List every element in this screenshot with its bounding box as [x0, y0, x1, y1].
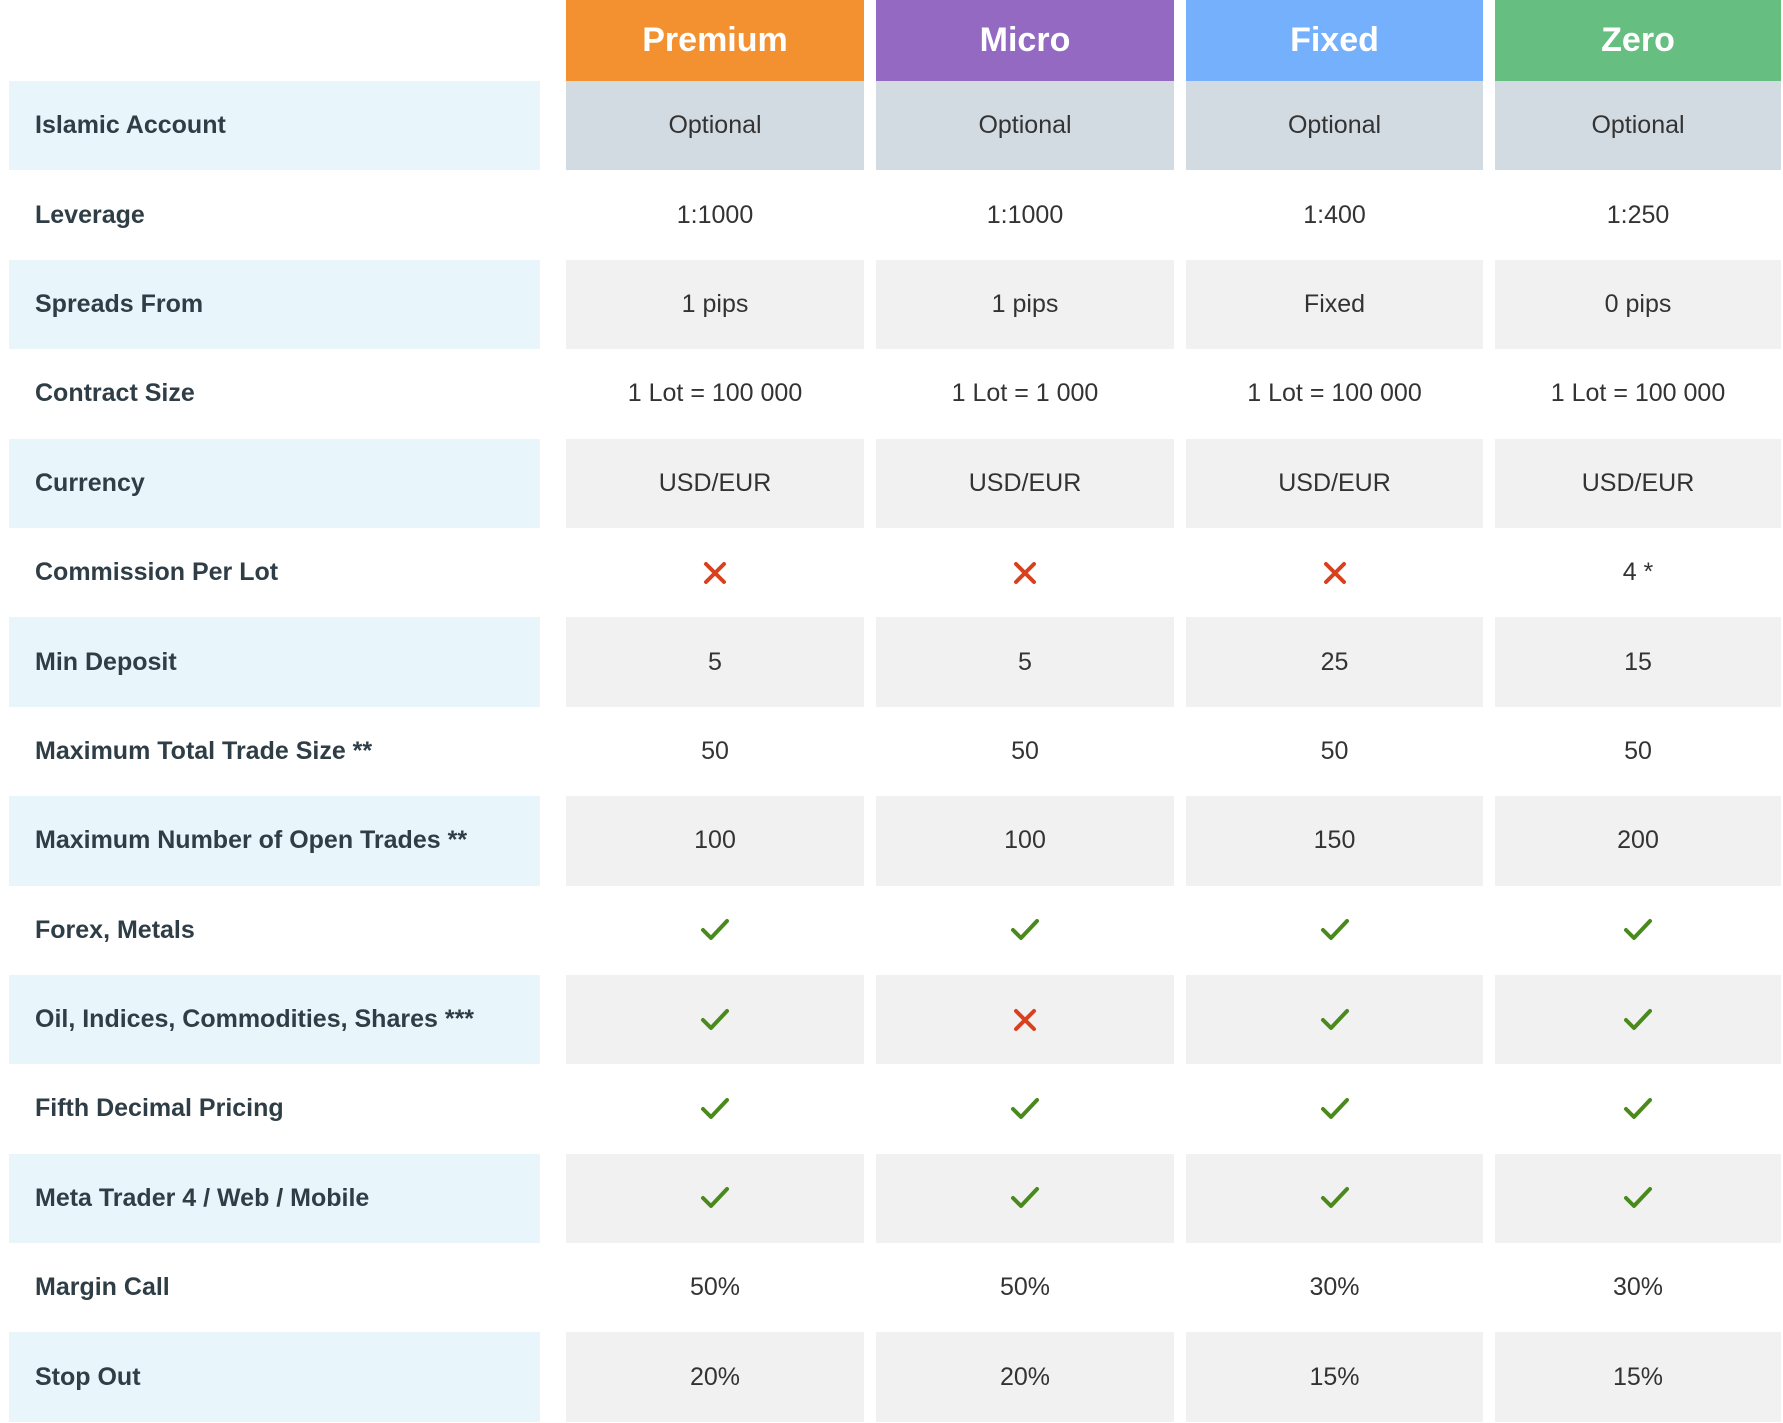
- value-cell: Optional: [566, 81, 864, 171]
- check-icon: [1186, 974, 1483, 1065]
- corner: [9, 0, 554, 81]
- check-icon: [876, 1064, 1174, 1153]
- value-cell: Fixed: [1186, 259, 1483, 350]
- row-label-cell: Forex, Metals: [9, 886, 554, 975]
- row-label: Contract Size: [35, 379, 195, 408]
- value-cell: Optional: [876, 81, 1174, 171]
- row-label-cell: Leverage: [9, 170, 554, 259]
- value-cell: USD/EUR: [1495, 438, 1781, 528]
- check-icon: [566, 886, 864, 975]
- check-icon: [1495, 1064, 1781, 1153]
- check-icon: [1495, 1153, 1781, 1244]
- row-label-cell: Contract Size: [9, 349, 554, 438]
- value-cell: 50: [1624, 736, 1652, 765]
- value-cell: 20%: [876, 1332, 1174, 1422]
- check-icon: [1495, 974, 1781, 1065]
- value-cell: 1:400: [1303, 200, 1366, 229]
- check-icon: [876, 886, 1174, 975]
- value-cell: 1:1000: [986, 200, 1064, 229]
- row-label-cell: Margin Call: [9, 1243, 554, 1332]
- row-label: Min Deposit: [9, 617, 540, 707]
- row-label: Oil, Indices, Commodities, Shares ***: [9, 974, 540, 1065]
- value-cell: 1 Lot = 100 000: [1550, 379, 1726, 408]
- row-label: Commission Per Lot: [35, 558, 279, 587]
- value-cell: 15: [1495, 617, 1781, 707]
- value-cell: 30%: [1612, 1273, 1664, 1302]
- row-label-cell: Fifth Decimal Pricing: [9, 1064, 554, 1153]
- value-cell: 100: [876, 796, 1174, 886]
- cross-icon: [566, 528, 864, 617]
- value-cell: 15%: [1186, 1332, 1483, 1422]
- row-label: Maximum Number of Open Trades **: [9, 796, 540, 886]
- value-cell: 30%: [1309, 1273, 1360, 1302]
- row-label-cell: Currency: [9, 438, 554, 528]
- check-icon: [1495, 886, 1781, 975]
- check-icon: [566, 1153, 864, 1244]
- row-label: Meta Trader 4 / Web / Mobile: [9, 1153, 540, 1244]
- row-label: Maximum Total Trade Size **: [35, 736, 373, 765]
- value-cell: 25: [1186, 617, 1483, 707]
- value-cell: Optional: [1186, 81, 1483, 171]
- plan-header: Fixed: [1186, 0, 1483, 81]
- value-cell: 1 pips: [566, 259, 864, 350]
- row-label-cell: Spreads From: [9, 259, 554, 350]
- row-label-cell: Islamic Account: [9, 81, 554, 171]
- value-cell: 1:1000: [676, 200, 754, 229]
- row-label-cell: Maximum Total Trade Size **: [9, 707, 554, 796]
- value-cell: 20%: [566, 1332, 864, 1422]
- value-cell: 1:250: [1606, 200, 1670, 229]
- value-cell: 1 pips: [876, 259, 1174, 350]
- value-cell: 1 Lot = 100 000: [627, 379, 803, 408]
- value-cell: 200: [1495, 796, 1781, 886]
- row-label: Margin Call: [35, 1273, 170, 1302]
- value-cell: Optional: [1495, 81, 1781, 171]
- value-cell: 1 Lot = 100 000: [1247, 379, 1422, 408]
- value-cell: 50%: [999, 1273, 1051, 1302]
- row-label-cell: Maximum Number of Open Trades **: [9, 796, 554, 886]
- check-icon: [876, 1153, 1174, 1244]
- check-icon: [566, 1064, 864, 1153]
- value-cell: 50: [1011, 736, 1039, 765]
- value-cell: 15%: [1495, 1332, 1781, 1422]
- plan-header: Premium: [566, 0, 864, 81]
- check-icon: [566, 974, 864, 1065]
- value-cell: 50: [701, 736, 729, 765]
- value-cell: 1 Lot = 1 000: [951, 379, 1099, 408]
- row-label: Islamic Account: [9, 81, 540, 171]
- row-label-cell: Commission Per Lot: [9, 528, 554, 617]
- row-label-cell: Meta Trader 4 / Web / Mobile: [9, 1153, 554, 1244]
- row-label-cell: Min Deposit: [9, 617, 554, 707]
- row-label: Currency: [9, 438, 540, 528]
- row-label-cell: Oil, Indices, Commodities, Shares ***: [9, 974, 554, 1065]
- comparison-table: Premium Micro Fixed Zero Islamic Account Opti…: [9, 0, 1781, 1422]
- row-label-cell: Stop Out: [9, 1332, 554, 1422]
- check-icon: [1186, 1153, 1483, 1244]
- row-label: Leverage: [35, 200, 145, 229]
- cross-icon: [876, 528, 1174, 617]
- check-icon: [1186, 886, 1483, 975]
- plan-header: Zero: [1495, 0, 1781, 81]
- value-cell: 100: [566, 796, 864, 886]
- value-cell: 0 pips: [1495, 259, 1781, 350]
- value-cell: USD/EUR: [566, 438, 864, 528]
- row-label: Forex, Metals: [35, 915, 195, 944]
- value-cell: 5: [876, 617, 1174, 707]
- cross-icon: [876, 974, 1174, 1065]
- row-label: Fifth Decimal Pricing: [35, 1094, 284, 1123]
- cross-icon: [1186, 528, 1483, 617]
- value-cell: 50: [1320, 736, 1349, 765]
- value-cell: 150: [1186, 796, 1483, 886]
- value-cell: USD/EUR: [1186, 438, 1483, 528]
- value-cell: 4 *: [1622, 558, 1654, 587]
- plan-header: Micro: [876, 0, 1174, 81]
- value-cell: USD/EUR: [876, 438, 1174, 528]
- check-icon: [1186, 1064, 1483, 1153]
- row-label: Spreads From: [9, 259, 540, 350]
- value-cell: 50%: [689, 1273, 741, 1302]
- row-label: Stop Out: [9, 1332, 540, 1422]
- value-cell: 5: [566, 617, 864, 707]
